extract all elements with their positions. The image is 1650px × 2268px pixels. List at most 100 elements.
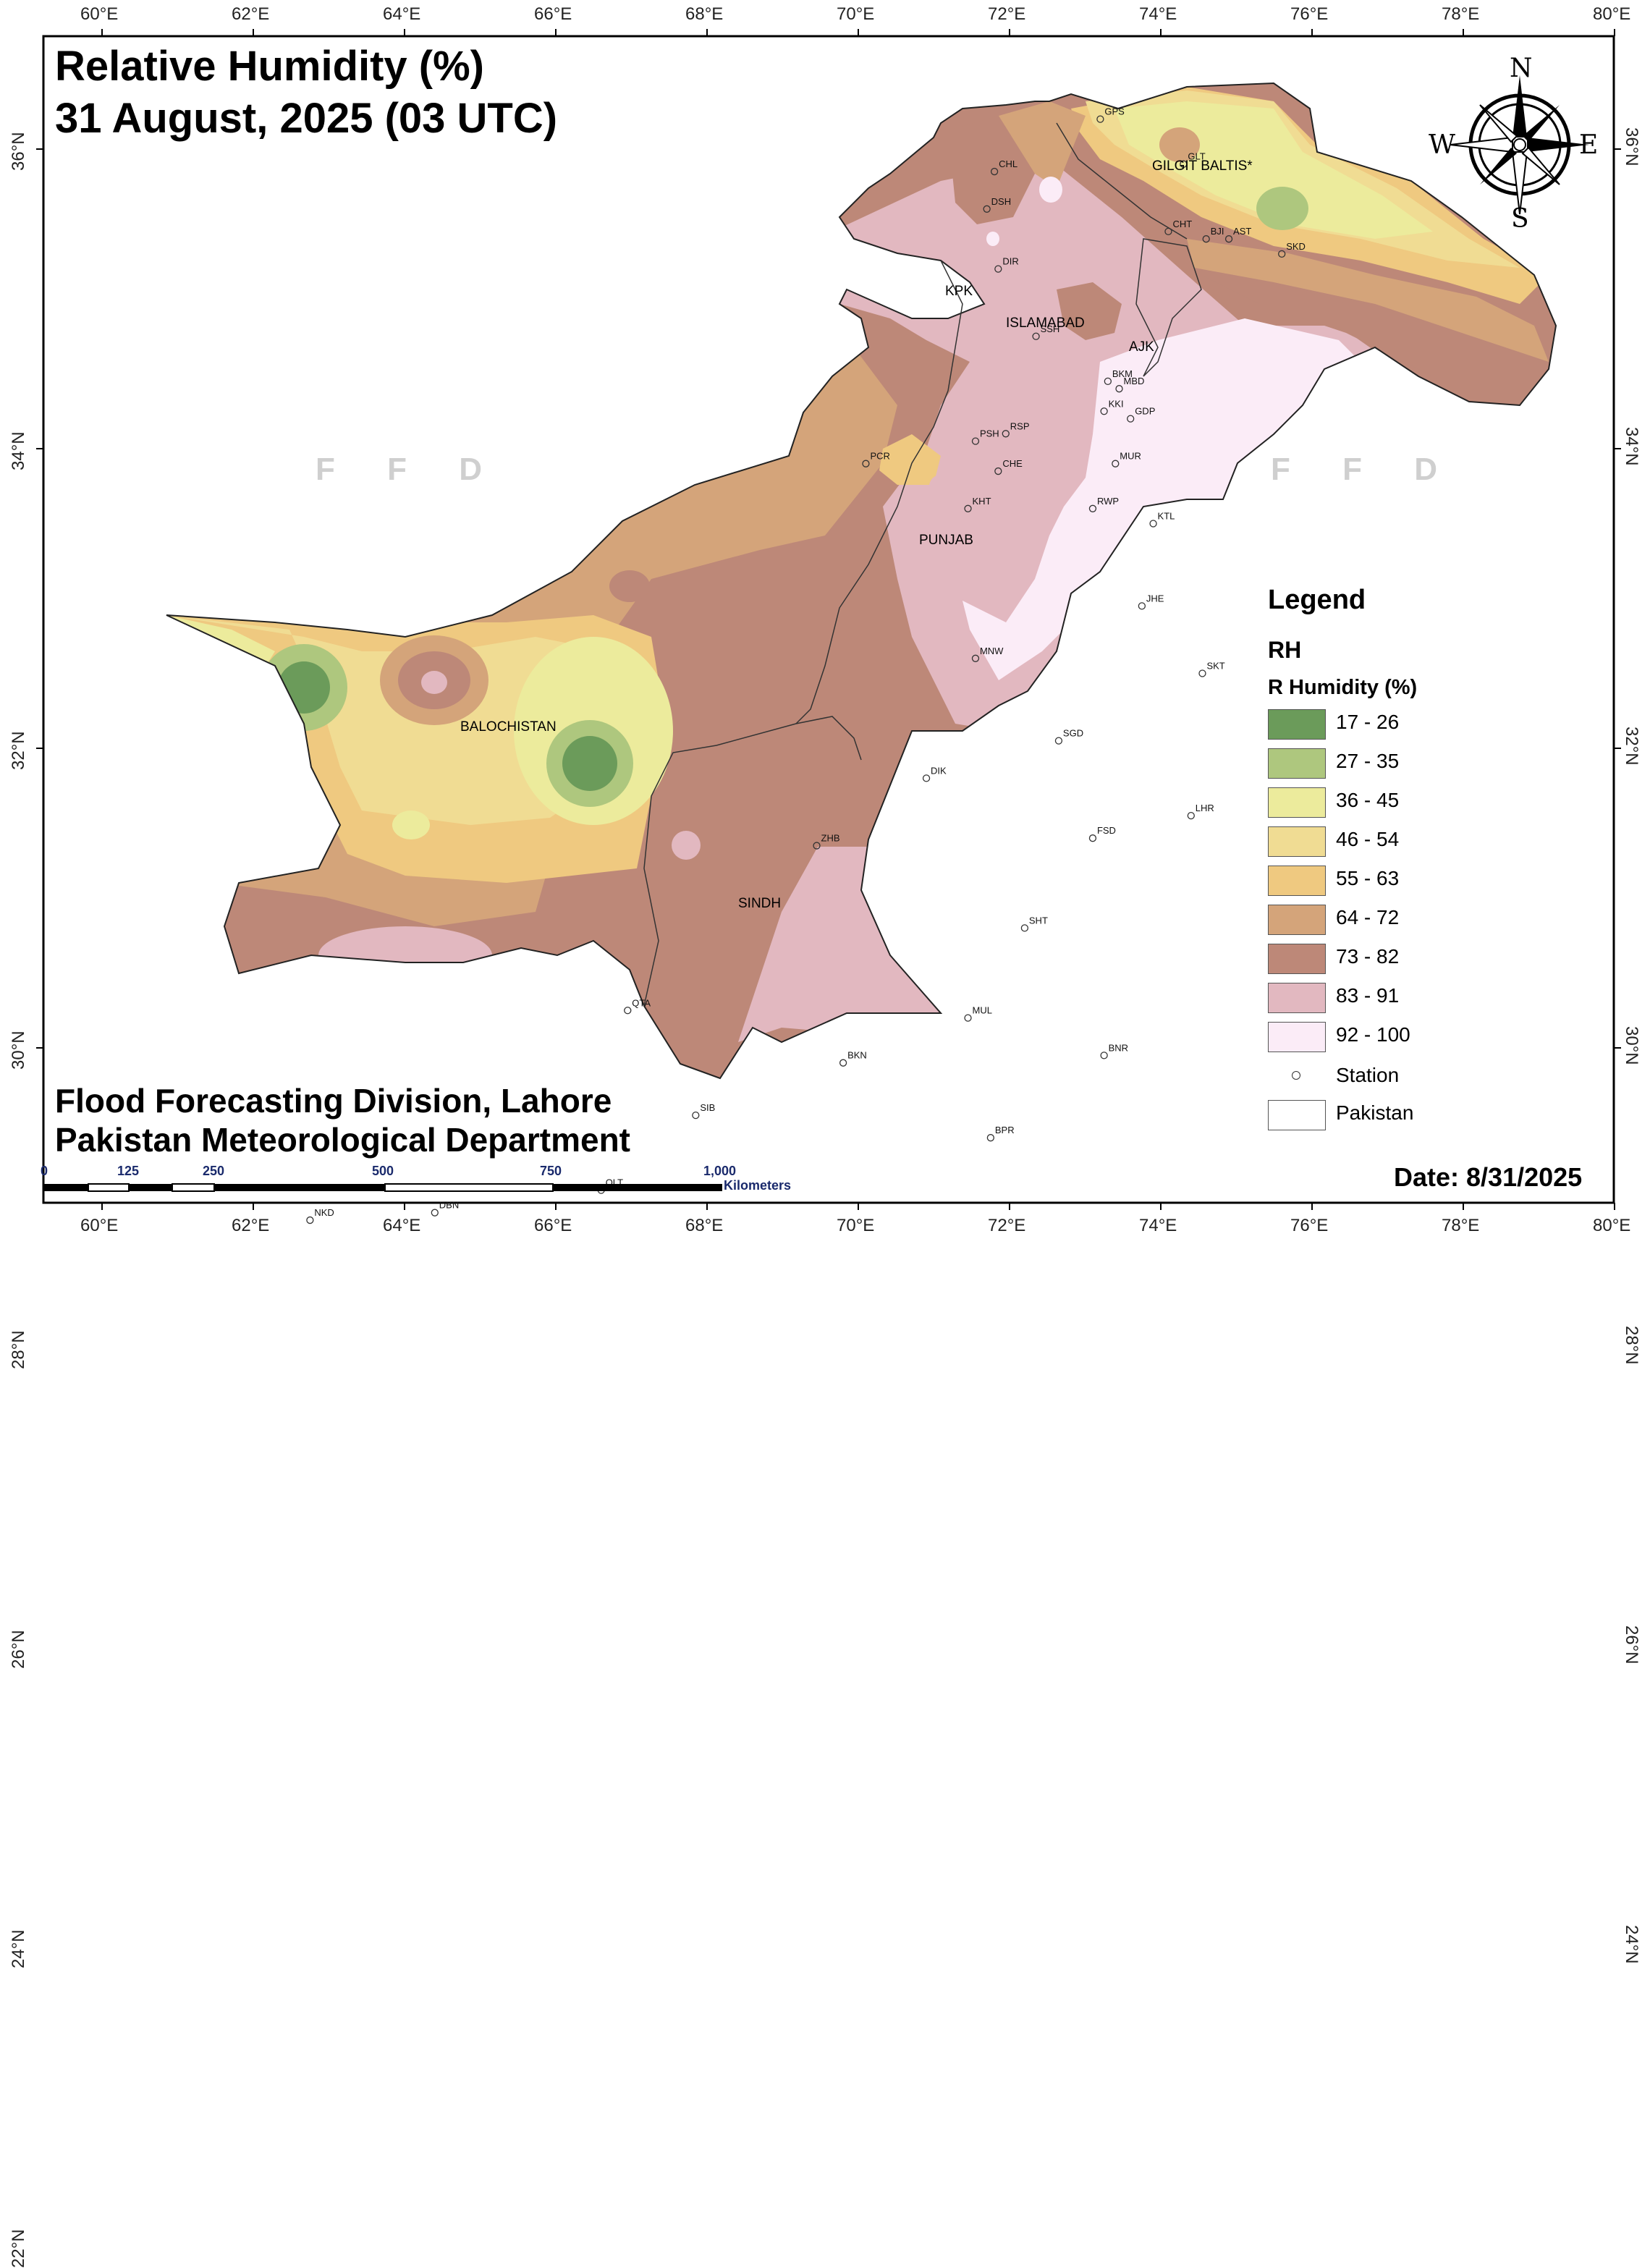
zone-92-100: [962, 318, 1375, 680]
lat-label-left: 22°N: [9, 2229, 28, 2268]
station-marker: FSD: [1088, 825, 1116, 842]
station-label: CHL: [999, 158, 1018, 169]
legend-item: 36 - 45: [1268, 787, 1485, 819]
legend-item: 55 - 63: [1268, 866, 1485, 897]
legend-station-label: Station: [1336, 1064, 1400, 1086]
station-marker: BNR: [1100, 1042, 1128, 1059]
station-label: KTL: [1158, 511, 1175, 522]
station-label: RSP: [1010, 420, 1030, 431]
lat-label-right: 32°N: [1622, 727, 1641, 766]
station-label: JHE: [1146, 593, 1164, 604]
legend-swatch: [1268, 1022, 1326, 1052]
legend-item: 73 - 82: [1268, 944, 1485, 976]
scale-unit: Kilometers: [724, 1178, 792, 1193]
scale-tick-250: 250: [203, 1164, 225, 1178]
region-label-kpk: KPK: [945, 284, 973, 299]
zone-73-82-islamabad: [1057, 282, 1122, 340]
station-label: BKN: [847, 1050, 867, 1061]
legend-item: 83 - 91: [1268, 983, 1485, 1015]
station-dot: [1202, 235, 1210, 243]
lon-label-bottom: 80°E: [1593, 1216, 1631, 1235]
station-marker: BKN: [839, 1050, 867, 1067]
station-label: DIR: [1002, 256, 1018, 267]
legend-item: 46 - 54: [1268, 826, 1485, 858]
station-marker: QTA: [624, 997, 651, 1015]
station-label: SKD: [1286, 241, 1306, 252]
station-dot: [1278, 250, 1286, 258]
station-label: BKM: [1112, 368, 1133, 379]
station-dot: [994, 265, 1002, 273]
compass-south-label: S: [1511, 204, 1529, 234]
station-marker: BKM: [1104, 368, 1133, 385]
legend-item: 92 - 100: [1268, 1022, 1485, 1054]
lon-label-top: 72°E: [988, 4, 1026, 24]
lon-label-top: 70°E: [837, 4, 875, 24]
zone-64-72-east-band: [1187, 239, 1549, 362]
legend-class-label: 83 - 91: [1336, 984, 1400, 1007]
station-label: CHE: [1002, 458, 1023, 469]
station-label: DBN: [439, 1200, 459, 1211]
province-boundaries: [643, 122, 1202, 1007]
lat-label-left: 32°N: [9, 731, 28, 770]
map-subtitle-date: 31 August, 2025 (03 UTC): [55, 95, 558, 142]
legend-layer-name: RH: [1268, 637, 1302, 663]
station-dot: [1088, 834, 1097, 842]
station-marker: RSP: [1002, 420, 1030, 438]
compass-center: [1513, 138, 1526, 151]
legend-class-label: 36 - 45: [1336, 789, 1400, 811]
station-label: SIB: [700, 1102, 715, 1113]
station-label: SHT: [1029, 915, 1048, 926]
legend-class-label: 17 - 26: [1336, 711, 1400, 733]
zone-17-26-kzd: [562, 736, 617, 791]
compass-east-label: E: [1579, 130, 1599, 160]
station-dot: [813, 842, 821, 850]
station-marker: KTL: [1149, 511, 1175, 528]
station-marker: CHT: [1164, 219, 1192, 236]
station-label: RWP: [1097, 496, 1119, 507]
lon-label-top: 62°E: [232, 4, 270, 24]
compass-point-s: [1511, 151, 1528, 215]
lon-label-top: 60°E: [80, 4, 119, 24]
lat-label-right: 30°N: [1622, 1026, 1641, 1065]
map-border: [42, 35, 1615, 1204]
map-title: Relative Humidity (%): [55, 43, 484, 90]
lat-label-left: 28°N: [9, 1330, 28, 1369]
station-dot: [862, 460, 870, 467]
compass-west-label: W: [1429, 130, 1456, 160]
station-dot: [1138, 602, 1146, 610]
station-label: SGD: [1063, 728, 1083, 739]
zone-46-54-png: [392, 811, 430, 839]
lon-label-bottom: 76°E: [1290, 1216, 1329, 1235]
station-dot: [1104, 377, 1112, 385]
lat-label-right: 26°N: [1622, 1625, 1641, 1664]
legend-swatch: [1268, 944, 1326, 974]
lat-label-left: 36°N: [9, 132, 28, 171]
legend-field-name: R Humidity (%): [1268, 676, 1418, 699]
boundary-kpk-gb: [1056, 122, 1188, 240]
station-marker: KHT: [964, 496, 991, 512]
lon-label-bottom: 62°E: [232, 1216, 270, 1235]
legend-class-label: 46 - 54: [1336, 828, 1400, 850]
boundary-kpk-punjab: [882, 260, 963, 536]
zone-64-72-dir: [999, 101, 1086, 188]
zone-46-54-west: [166, 615, 637, 825]
scale-bar-seg-7: [553, 1184, 722, 1191]
station-marker: DIR: [994, 256, 1019, 273]
station-marker: PSH: [971, 428, 999, 445]
lon-label-top: 80°E: [1593, 4, 1631, 24]
station-label: QTA: [632, 997, 651, 1008]
lon-label-bottom: 60°E: [80, 1216, 119, 1235]
station-marker: MUR: [1112, 451, 1141, 467]
scale-bar-seg-3: [129, 1184, 172, 1191]
lat-label-right: 36°N: [1622, 127, 1641, 166]
station-label: KHT: [973, 496, 991, 507]
lon-label-bottom: 74°E: [1139, 1216, 1177, 1235]
station-label: SKT: [1206, 661, 1224, 672]
legend-swatch: [1268, 905, 1326, 935]
lon-label-bottom: 72°E: [988, 1216, 1026, 1235]
legend-class-label: 27 - 35: [1336, 750, 1400, 772]
station-marker: BPR: [986, 1125, 1015, 1142]
region-label-islamabad: ISLAMABAD: [1006, 316, 1085, 331]
zone-73-82-qta: [609, 570, 650, 602]
